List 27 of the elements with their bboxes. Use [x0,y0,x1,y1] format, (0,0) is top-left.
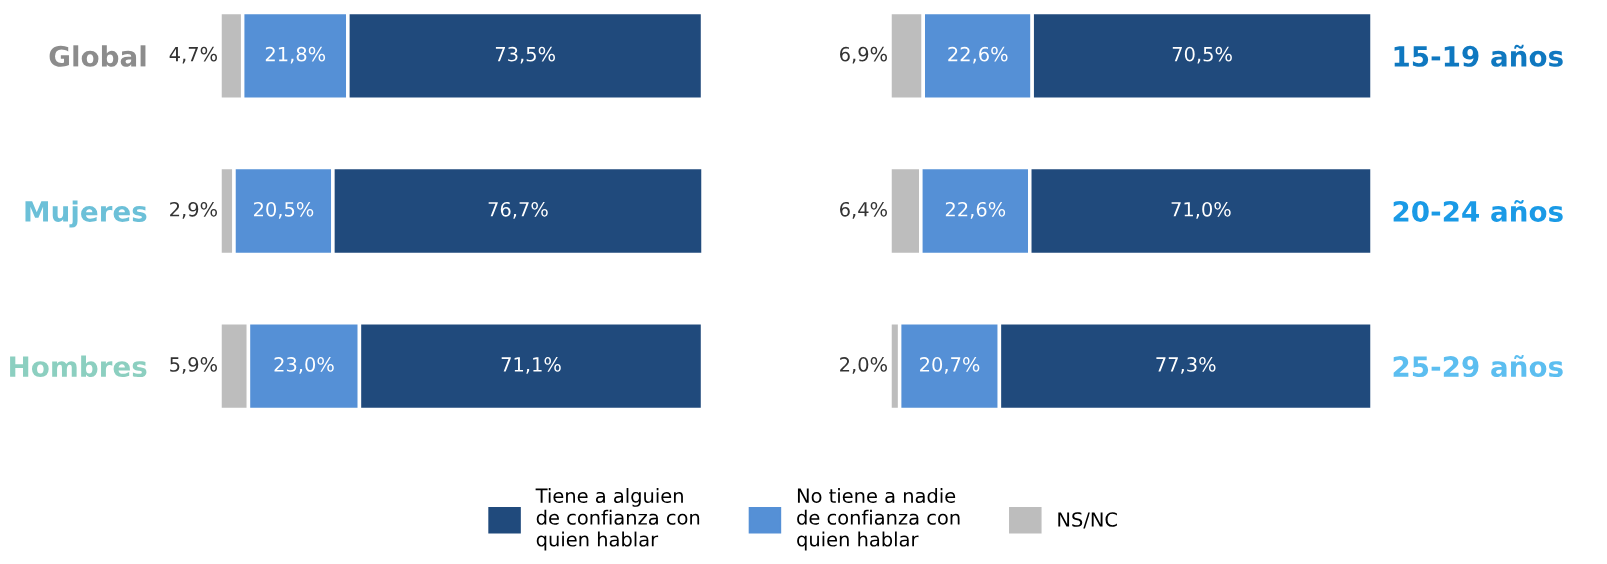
legend-label: No tiene a nadie de confianza con quien hablar [797,488,960,551]
data-label: 5,9% [170,357,217,374]
data-label: 77,3% [1156,357,1216,374]
data-label: 20,7% [920,357,980,374]
data-label: 76,7% [488,201,548,219]
data-label: 23,0% [274,357,334,374]
y-tick-label: 25-29 años [1393,355,1563,378]
data-label: 6,4% [840,201,887,219]
data-label: 20,5% [253,201,314,219]
data-label: 71,0% [1171,201,1231,219]
data-label: 70,5% [1172,46,1232,64]
legend-label: NS/NC [1058,512,1117,529]
y-tick-label: Global [49,45,146,67]
data-label: 4,7% [169,46,217,64]
data-label: 73,5% [495,46,555,64]
y-tick-label: 20-24 años [1393,199,1563,222]
data-label: 2,0% [840,357,887,374]
data-label: 22,6% [945,201,1006,219]
data-label: 2,9% [170,201,217,219]
data-label: 71,1% [501,357,561,374]
y-tick-label: Mujeres [25,200,147,228]
y-tick-label: 15-19 años [1394,44,1563,67]
y-tick-label: Hombres [10,355,147,378]
legend-label: Tiene a alguien de confianza con quien hablar [535,488,700,551]
data-label: 22,6% [948,46,1008,64]
data-label: 21,8% [265,46,326,64]
data-label: 6,9% [840,46,887,64]
